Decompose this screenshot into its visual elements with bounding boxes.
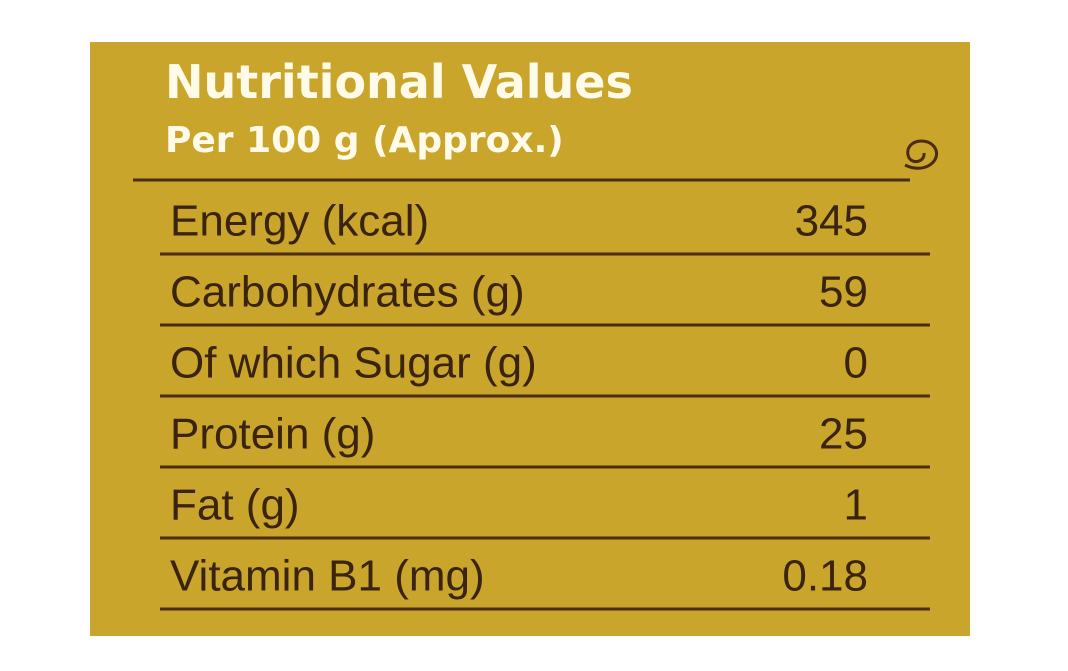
nutrient-name: Of which Sugar (g) — [170, 339, 537, 388]
nutrient-name: Fat (g) — [170, 481, 300, 530]
nutrient-value: 0.18 — [782, 552, 868, 601]
swirl-ornament — [904, 139, 939, 170]
nutrition-table: Energy (kcal) 345 Carbohydrates (g) 59 Of wh… — [160, 197, 930, 611]
nutrient-name: Vitamin B1 (mg) — [170, 552, 485, 601]
nutrient-name: Protein (g) — [170, 410, 375, 459]
nutrient-value: 0 — [844, 339, 868, 388]
nutrient-name: Carbohydrates (g) — [170, 268, 525, 317]
nutrient-name: Energy (kcal) — [170, 197, 429, 246]
label-title: Nutritional Values — [165, 55, 633, 109]
nutrient-value: 25 — [819, 410, 868, 459]
label-subtitle: Per 100 g (Approx.) — [165, 120, 564, 161]
nutrient-value: 59 — [819, 268, 868, 317]
nutrient-value: 1 — [844, 481, 868, 530]
nutrient-value: 345 — [795, 197, 868, 246]
